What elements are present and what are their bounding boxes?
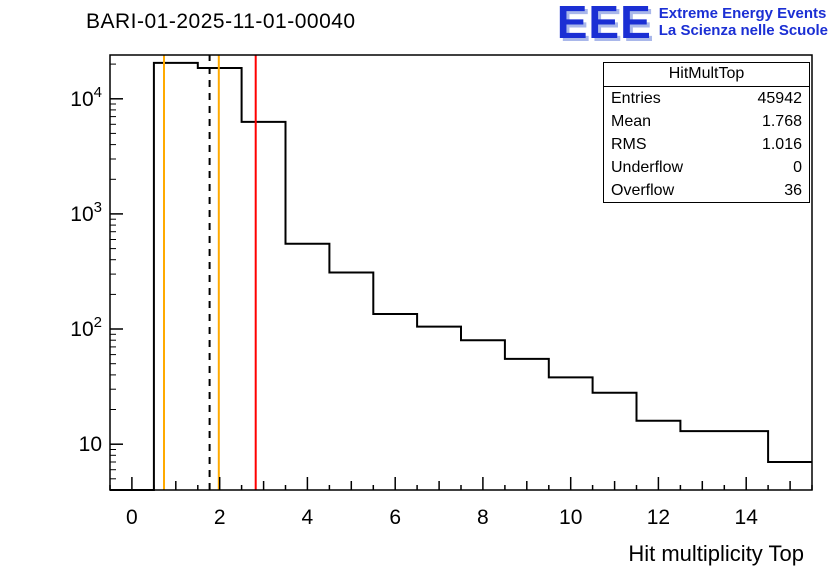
stats-value: 1.016 — [761, 136, 802, 153]
stats-box: HitMultTop Entries 45942 Mean 1.768 RMS … — [603, 62, 810, 203]
svg-text:2: 2 — [214, 506, 226, 529]
stats-row-rms: RMS 1.016 — [604, 133, 809, 156]
stats-label: Entries — [611, 90, 661, 107]
stats-row-mean: Mean 1.768 — [604, 110, 809, 133]
svg-text:103: 103 — [70, 199, 102, 226]
svg-text:102: 102 — [70, 314, 102, 341]
stats-row-overflow: Overflow 36 — [604, 179, 809, 202]
stats-row-entries: Entries 45942 — [604, 87, 809, 110]
eee-logo: EEE Extreme Energy Events La Scienza nel… — [556, 0, 828, 48]
svg-text:10: 10 — [79, 433, 102, 456]
svg-text:4: 4 — [302, 506, 314, 529]
svg-text:14: 14 — [735, 506, 759, 529]
stats-value: 0 — [793, 159, 802, 176]
stats-label: RMS — [611, 136, 647, 153]
stats-value: 36 — [784, 182, 802, 199]
plot-title: BARI-01-2025-11-01-00040 — [86, 10, 356, 33]
stats-value: 1.768 — [761, 113, 802, 130]
eee-logo-icon: EEE — [556, 0, 652, 48]
x-axis-title: Hit multiplicity Top — [628, 541, 804, 566]
svg-text:10: 10 — [559, 506, 582, 529]
svg-text:12: 12 — [647, 506, 670, 529]
svg-text:8: 8 — [477, 506, 489, 529]
stats-label: Underflow — [611, 159, 684, 176]
eee-logo-line2: La Scienza nelle Scuole — [658, 22, 828, 39]
stats-title: HitMultTop — [604, 63, 809, 87]
svg-text:0: 0 — [126, 506, 138, 529]
svg-text:6: 6 — [389, 506, 401, 529]
stats-value: 45942 — [757, 90, 803, 107]
stats-label: Mean — [611, 113, 652, 130]
eee-logo-line1: Extreme Energy Events — [658, 5, 827, 22]
svg-text:104: 104 — [70, 84, 102, 111]
stats-row-underflow: Underflow 0 — [604, 156, 809, 179]
stats-label: Overflow — [611, 182, 675, 199]
eee-logo-text: Extreme Energy Events La Scienza nelle S… — [659, 2, 828, 39]
